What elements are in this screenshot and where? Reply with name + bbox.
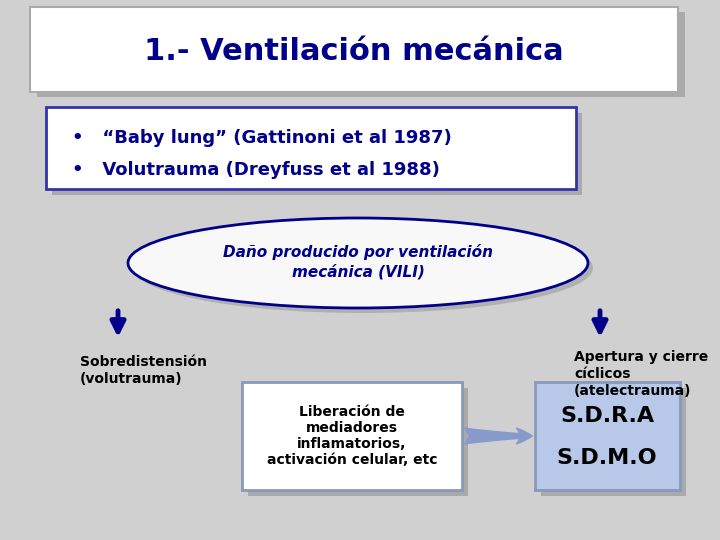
FancyBboxPatch shape [37,12,685,97]
FancyBboxPatch shape [535,382,680,490]
Text: cíclicos: cíclicos [574,367,631,381]
Ellipse shape [128,218,588,308]
FancyBboxPatch shape [30,7,678,92]
Text: Sobredistensión: Sobredistensión [80,355,207,369]
Text: S.D.M.O: S.D.M.O [557,448,657,468]
Text: Apertura y cierre: Apertura y cierre [574,350,708,364]
Text: Liberación de
mediadores
inflamatorios,
activación celular, etc: Liberación de mediadores inflamatorios, … [266,404,437,467]
Text: S.D.R.A: S.D.R.A [560,406,654,426]
FancyBboxPatch shape [248,388,468,496]
FancyBboxPatch shape [46,107,576,189]
FancyBboxPatch shape [242,382,462,490]
Text: •   Volutrauma (Dreyfuss et al 1988): • Volutrauma (Dreyfuss et al 1988) [72,161,440,179]
Text: (atelectrauma): (atelectrauma) [574,384,691,398]
Text: Daño producido por ventilación: Daño producido por ventilación [223,244,493,260]
Text: (volutrauma): (volutrauma) [80,372,183,386]
Text: 1.- Ventilación mecánica: 1.- Ventilación mecánica [144,37,564,66]
Ellipse shape [133,223,593,313]
FancyBboxPatch shape [52,113,582,195]
FancyBboxPatch shape [541,388,686,496]
Text: •   “Baby lung” (Gattinoni et al 1987): • “Baby lung” (Gattinoni et al 1987) [72,129,451,147]
Text: mecánica (VILI): mecánica (VILI) [292,264,424,280]
